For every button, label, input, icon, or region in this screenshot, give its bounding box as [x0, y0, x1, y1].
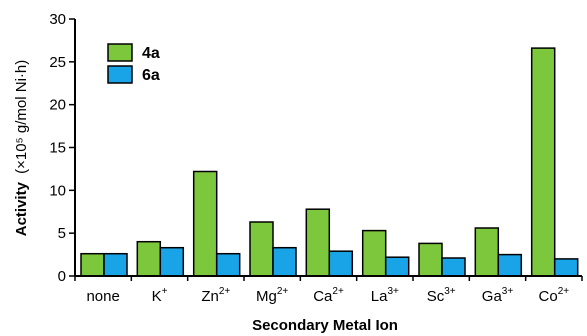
- y-tick-label-10: 10: [49, 182, 66, 199]
- category-base: La: [371, 288, 388, 305]
- bar-6a-Mg: [272, 246, 297, 277]
- category-charge: +: [162, 286, 168, 297]
- y-tick-label-15: 15: [49, 140, 66, 157]
- legend-swatch-4a: [107, 43, 133, 62]
- category-base: Co: [539, 288, 558, 305]
- bar-6a-Sc: [441, 257, 466, 277]
- bar-4a-Ga: [474, 227, 500, 277]
- bar-4a-Ca: [305, 208, 331, 277]
- y-tick-label-0: 0: [58, 268, 66, 285]
- category-base: K: [152, 288, 162, 305]
- category-charge: 3+: [387, 286, 399, 297]
- bar-4a-Mg: [249, 221, 274, 277]
- category-charge: 3+: [502, 286, 514, 297]
- bar-4a-Co: [530, 47, 556, 277]
- bar-4a-La: [361, 229, 387, 277]
- category-charge: 2+: [332, 286, 344, 297]
- bar-6a-none: [103, 252, 128, 277]
- category-base: Ga: [482, 288, 503, 305]
- bar-6a-Zn: [215, 252, 241, 277]
- bar-6a-K: [159, 246, 185, 277]
- x-tick-label-Ga: Ga3+: [482, 286, 514, 305]
- x-tick-label-Zn: Zn2+: [201, 286, 230, 305]
- y-axis-title-main: Activity: [13, 181, 30, 236]
- category-base: Zn: [201, 288, 219, 305]
- y-tick-label-30: 30: [49, 11, 66, 28]
- legend-swatch-6a: [107, 65, 133, 84]
- category-charge: 2+: [558, 286, 570, 297]
- category-base: Sc: [427, 288, 445, 305]
- bar-4a-Sc: [418, 242, 443, 277]
- bar-6a-Ga: [497, 253, 523, 277]
- category-charge: 2+: [277, 286, 289, 297]
- y-axis-title-unit: (×10⁵ g/mol Ni·h): [13, 60, 30, 174]
- legend-label-4a: 4a: [142, 45, 160, 62]
- x-tick-label-Mg: Mg2+: [256, 286, 288, 305]
- category-charge: 3+: [444, 286, 456, 297]
- bar-4a-Zn: [192, 170, 218, 277]
- category-base: Mg: [256, 288, 277, 305]
- bar-4a-none: [80, 252, 105, 277]
- y-tick-label-25: 25: [49, 54, 66, 71]
- legend-label-6a: 6a: [142, 67, 160, 84]
- bar-4a-K: [136, 240, 162, 277]
- category-charge: 2+: [219, 286, 231, 297]
- x-tick-label-none: none: [86, 288, 119, 305]
- category-base: Ca: [313, 288, 333, 305]
- x-tick-label-Ca: Ca2+: [313, 286, 344, 305]
- x-axis-title: Secondary Metal Ion: [252, 317, 398, 334]
- x-tick-label-La: La3+: [371, 286, 399, 305]
- category-base: none: [86, 288, 119, 305]
- y-axis-title: Activity (×10⁵ g/mol Ni·h): [13, 60, 30, 237]
- y-tick-label-20: 20: [49, 97, 66, 114]
- x-tick-label-K: K+: [152, 286, 168, 305]
- bar-6a-Co: [553, 258, 579, 277]
- x-tick-label-Co: Co2+: [539, 286, 570, 305]
- bar-6a-Ca: [328, 250, 354, 277]
- bar-6a-La: [384, 256, 410, 277]
- y-tick-label-5: 5: [58, 225, 66, 242]
- x-tick-label-Sc: Sc3+: [427, 286, 456, 305]
